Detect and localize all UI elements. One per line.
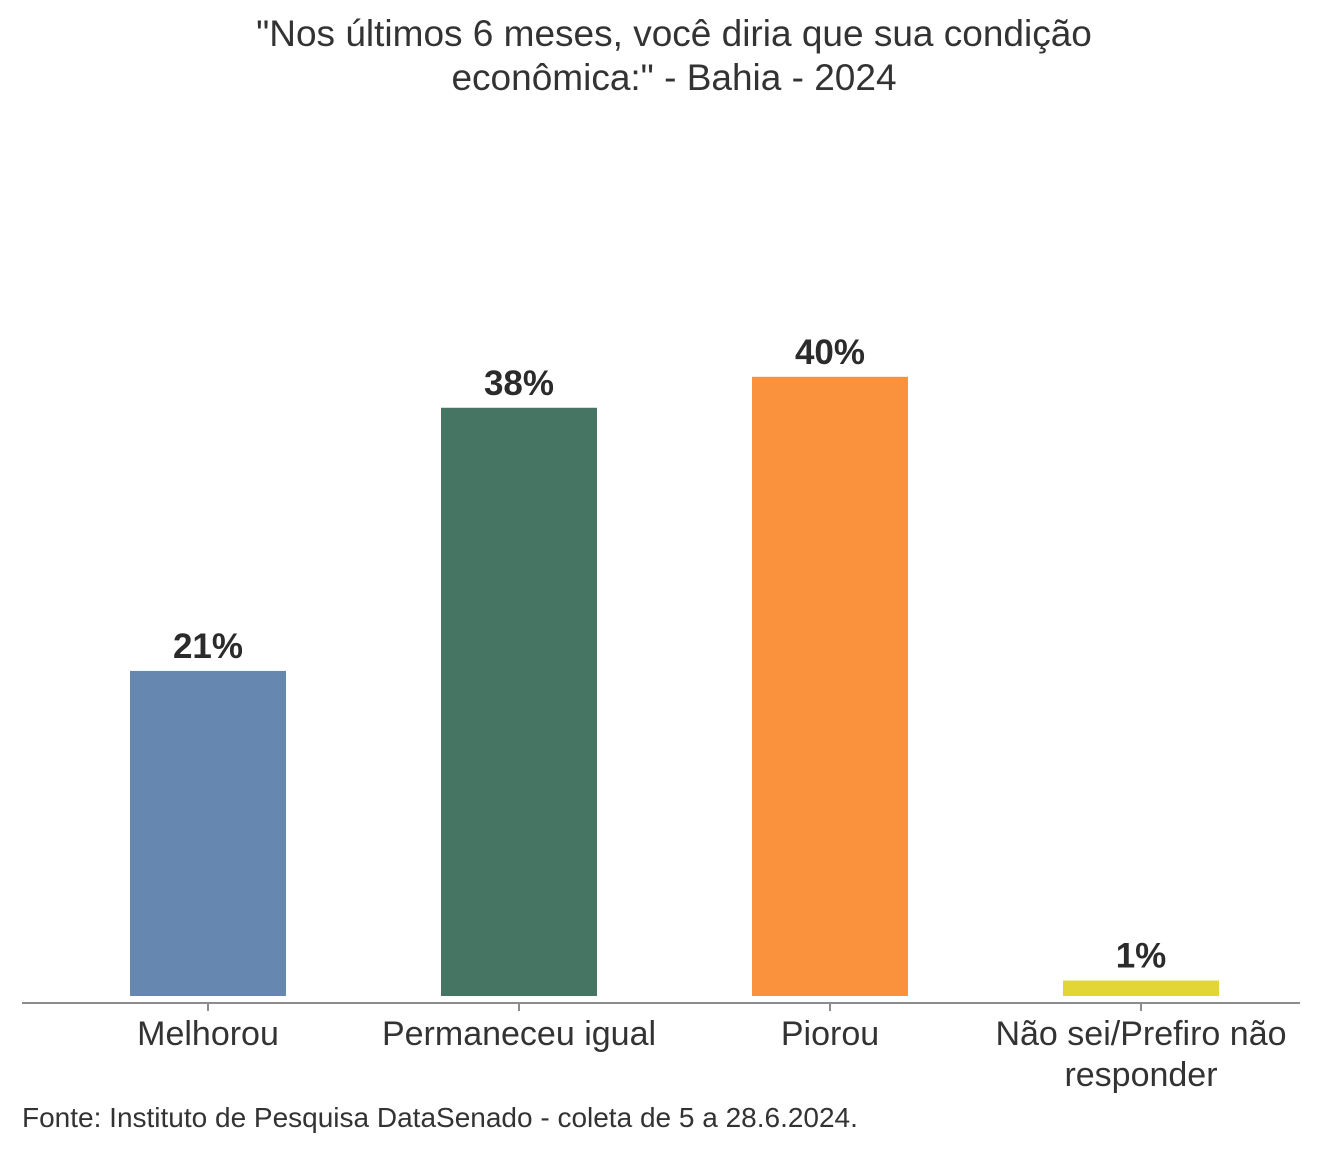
x-tick-label-0: Melhorou bbox=[137, 1015, 279, 1053]
bars-layer bbox=[130, 376, 1219, 996]
bar-1 bbox=[441, 407, 597, 996]
chart-title-line-1: "Nos últimos 6 meses, você diria que sua… bbox=[256, 13, 1092, 54]
x-tick-label-3-line-0: Não sei/Prefiro não bbox=[995, 1015, 1286, 1053]
bar-value-label-3: 1% bbox=[1116, 937, 1167, 976]
source-note: Fonte: Instituto de Pesquisa DataSenado … bbox=[22, 1102, 858, 1133]
chart-title-line-2: econômica:" - Bahia - 2024 bbox=[451, 57, 897, 98]
x-tick-label-3-line-1: responder bbox=[1064, 1056, 1217, 1094]
bar-value-label-1: 38% bbox=[484, 364, 554, 403]
bar-value-label-2: 40% bbox=[795, 333, 865, 372]
x-tick-label-1-line-0: Permaneceu igual bbox=[382, 1015, 656, 1053]
chart-title: "Nos últimos 6 meses, você diria que sua… bbox=[60, 12, 1288, 100]
x-tick-label-0-line-0: Melhorou bbox=[137, 1015, 279, 1053]
bar-0 bbox=[130, 670, 286, 996]
x-axis-tick-labels: Melhorou Permaneceu igual Piorou Não sei/Pr… bbox=[137, 1015, 1286, 1094]
x-tick-label-2: Piorou bbox=[781, 1015, 879, 1053]
x-tick-label-3: Não sei/Prefiro não responder bbox=[995, 1015, 1286, 1094]
bar-value-label-0: 21% bbox=[173, 627, 243, 666]
value-labels-layer: 21% 38% 40% 1% bbox=[173, 333, 1166, 976]
x-tick-label-1: Permaneceu igual bbox=[382, 1015, 656, 1053]
bar-2 bbox=[752, 376, 908, 996]
x-axis-ticks bbox=[207, 1003, 1142, 1011]
x-tick-label-2-line-0: Piorou bbox=[781, 1015, 879, 1053]
bar-3 bbox=[1063, 980, 1219, 996]
